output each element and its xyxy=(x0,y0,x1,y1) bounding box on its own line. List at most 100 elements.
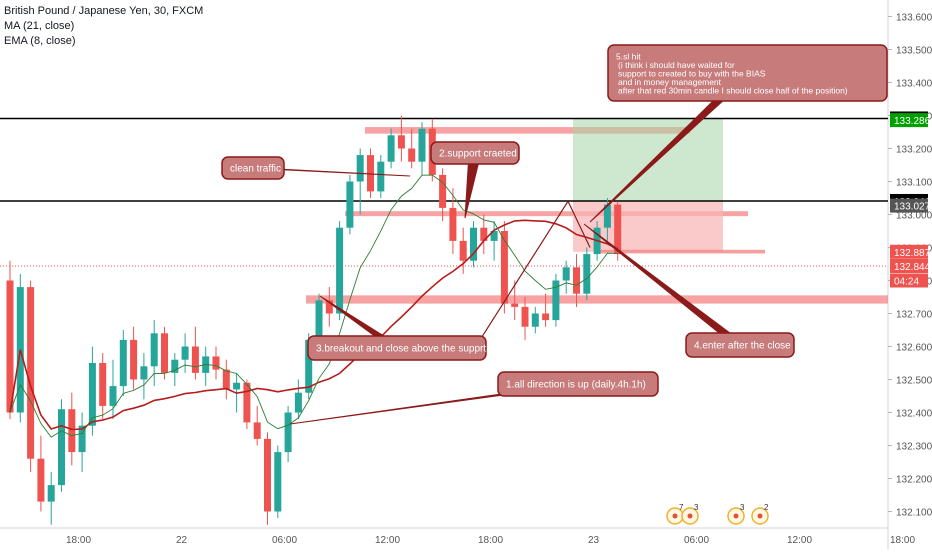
candle-body xyxy=(336,227,344,314)
candle-body xyxy=(449,207,457,241)
y-tick-label: 133.600 xyxy=(896,13,932,24)
callout-direction[interactable]: 1.all direction is up (daily.4h.1h) xyxy=(289,371,659,425)
event-badge[interactable]: 3 xyxy=(681,503,699,525)
y-tick-label: 133.000 xyxy=(896,211,932,222)
price-badge: 133.286 xyxy=(890,113,931,128)
callout-text: 4.enter after the close xyxy=(694,341,791,352)
callout-clean-traffic[interactable]: clean traffic xyxy=(221,156,411,180)
callout-box xyxy=(221,156,285,180)
callout-box xyxy=(607,44,888,102)
candle-body xyxy=(511,303,519,307)
event-count: 3 xyxy=(740,503,745,512)
ema-8-line[interactable] xyxy=(9,174,618,438)
event-dot-icon xyxy=(672,513,678,519)
x-tick-label: 12:00 xyxy=(375,535,400,546)
candle-body xyxy=(233,382,241,390)
ema-indicator-label[interactable]: EMA (8, close) xyxy=(4,35,76,47)
candle-body xyxy=(119,339,127,387)
y-tick-label: 132.500 xyxy=(896,376,932,387)
price-badge-bg xyxy=(890,113,928,128)
candle-body xyxy=(191,346,199,373)
support-zone-low[interactable] xyxy=(306,295,888,304)
event-badge[interactable]: 3 xyxy=(727,503,745,525)
candle-body xyxy=(58,409,65,486)
candle-body xyxy=(305,339,313,393)
candle-body xyxy=(181,346,189,360)
y-tick-label: 133.400 xyxy=(896,79,932,90)
price-badge-bg xyxy=(890,198,928,213)
y-tick-label: 133.200 xyxy=(896,145,932,156)
candle-body xyxy=(222,369,230,390)
candle-body xyxy=(253,422,261,439)
callout-support-created[interactable]: 2.support craeted xyxy=(430,141,520,219)
callout-text: 1.all direction is up (daily.4h.1h) xyxy=(506,380,646,391)
callout-enter[interactable]: 4.enter after the close xyxy=(583,223,795,358)
callout-text: 2.support craeted xyxy=(439,149,517,160)
candle-body xyxy=(562,267,570,281)
candle-body xyxy=(47,485,55,502)
candle-body xyxy=(490,231,498,241)
candle-body xyxy=(387,135,395,162)
candle-body xyxy=(274,452,282,512)
callout-breakout[interactable]: 3.breakout and close above the supprt xyxy=(307,295,487,361)
candle-body xyxy=(68,409,76,453)
x-tick-label: 18:00 xyxy=(478,535,503,546)
candle-body xyxy=(130,339,138,380)
event-dot-icon xyxy=(757,513,763,519)
y-tick-label: 132.100 xyxy=(896,508,932,519)
candle-body xyxy=(552,280,560,321)
event-count: 2 xyxy=(764,503,769,512)
candle-body xyxy=(99,363,107,406)
event-count: 3 xyxy=(694,503,699,512)
ma-indicator-label[interactable]: MA (21, close) xyxy=(4,20,75,32)
x-tick-label: 18:00 xyxy=(890,535,915,546)
y-tick-label: 132.400 xyxy=(896,409,932,420)
y-tick-label: 132.700 xyxy=(896,310,932,321)
candle-body xyxy=(603,204,611,228)
candle-body xyxy=(315,300,323,340)
candle-body xyxy=(500,231,508,304)
candle-body xyxy=(140,366,148,380)
callout-box xyxy=(685,332,795,358)
event-badge[interactable]: 2 xyxy=(751,503,769,525)
candle-body xyxy=(346,181,354,228)
callout-box xyxy=(430,141,520,165)
candle-body xyxy=(78,425,86,453)
callout-text: clean traffic xyxy=(230,164,281,175)
price-badge-label: 132.844 xyxy=(894,262,931,273)
callout-text: 5.sl hit (i think i should have waited fo… xyxy=(616,51,848,95)
candle-body xyxy=(212,356,220,370)
candle-body xyxy=(161,333,168,373)
price-badge-label: 132.887 xyxy=(894,248,931,259)
y-tick-label: 133.100 xyxy=(896,178,932,189)
price-badge: 132.887 xyxy=(890,244,931,259)
candle-body xyxy=(37,458,45,502)
y-tick-label: 132.300 xyxy=(896,442,932,453)
ma-21-line[interactable] xyxy=(9,219,619,431)
candle-body xyxy=(614,204,622,255)
candle-body xyxy=(521,306,529,327)
resistance-zone[interactable] xyxy=(365,127,690,134)
y-tick-label: 132.200 xyxy=(896,475,932,486)
candles xyxy=(6,115,622,525)
x-tick-label: 06:00 xyxy=(272,535,297,546)
candle-body xyxy=(171,359,179,373)
trend-line-2[interactable] xyxy=(567,201,591,248)
candle-body xyxy=(408,148,416,162)
candle-body xyxy=(264,438,271,512)
x-tick-label: 22 xyxy=(176,535,188,546)
x-tick-label: 18:00 xyxy=(66,535,91,546)
candle-body xyxy=(109,386,117,406)
callout-sl-hit[interactable]: 5.sl hit (i think i should have waited fo… xyxy=(589,44,888,223)
candle-body xyxy=(573,267,580,294)
price-badge-bg xyxy=(890,244,928,259)
x-tick-label: 23 xyxy=(588,535,600,546)
profit-target-zone[interactable] xyxy=(573,118,723,201)
trend-line[interactable] xyxy=(479,200,569,341)
symbol-label[interactable]: British Pound / Japanese Yen, 30, FXCM xyxy=(4,5,204,17)
entry-zone[interactable] xyxy=(598,249,765,254)
support-zone-mid[interactable] xyxy=(345,211,748,217)
event-badge[interactable]: 7 xyxy=(666,503,684,525)
